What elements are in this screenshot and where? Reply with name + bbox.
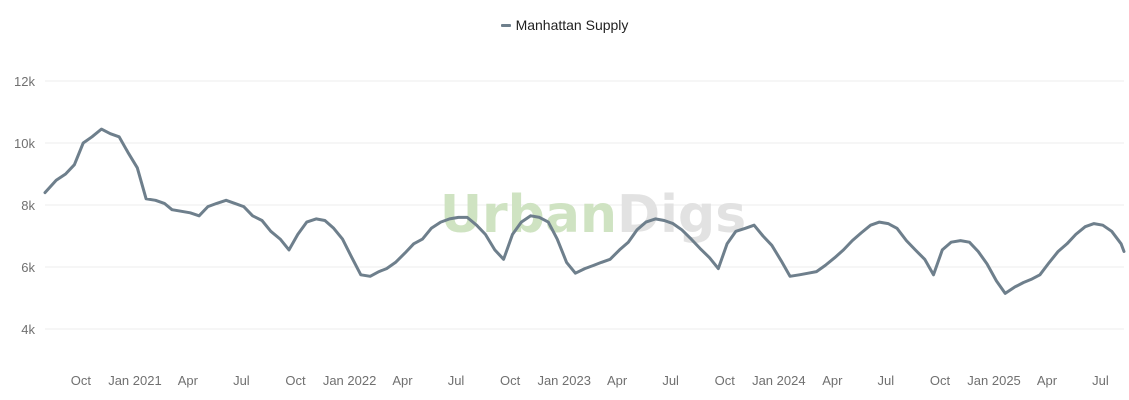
x-tick-label: Apr: [178, 373, 199, 388]
watermark: UrbanDigs: [440, 185, 746, 245]
x-tick-label: Jan 2025: [967, 373, 1021, 388]
watermark-part2: Digs: [617, 185, 746, 245]
x-tick-label: Apr: [822, 373, 843, 388]
grid-lines: [45, 80, 1124, 330]
y-tick-label: 10k: [14, 136, 35, 151]
y-axis-ticks: 4k 6k 8k 10k 12k: [14, 74, 35, 337]
x-tick-label: Jan 2021: [108, 373, 162, 388]
watermark-text: UrbanDigs: [440, 185, 746, 245]
x-tick-label: Jul: [448, 373, 465, 388]
x-axis-ticks: Oct Jan 2021 Apr Jul Oct Jan 2022 Apr Jul Oct Jan…: [71, 373, 1109, 388]
series-line: [43, 127, 1126, 295]
chart-legend: Manhattan Supply: [0, 17, 1129, 33]
x-tick-label: Jul: [878, 373, 895, 388]
x-tick-label: Oct: [285, 373, 306, 388]
x-tick-label: Oct: [500, 373, 521, 388]
y-tick-label: 4k: [21, 322, 35, 337]
x-tick-label: Jul: [1092, 373, 1109, 388]
x-tick-label: Apr: [392, 373, 413, 388]
x-tick-label: Jul: [662, 373, 679, 388]
y-tick-label: 8k: [21, 198, 35, 213]
y-tick-label: 12k: [14, 74, 35, 89]
x-tick-label: Oct: [930, 373, 951, 388]
x-tick-label: Apr: [607, 373, 628, 388]
x-tick-label: Oct: [715, 373, 736, 388]
watermark-part1: Urban: [440, 185, 617, 245]
x-tick-label: Jan 2022: [323, 373, 377, 388]
x-tick-label: Jan 2023: [537, 373, 591, 388]
x-tick-label: Apr: [1037, 373, 1058, 388]
x-tick-label: Jan 2024: [752, 373, 806, 388]
y-tick-label: 6k: [21, 260, 35, 275]
legend-label: Manhattan Supply: [515, 17, 629, 33]
x-tick-label: Oct: [71, 373, 92, 388]
series-group: [43, 127, 1126, 295]
x-tick-label: Jul: [233, 373, 250, 388]
legend-swatch: [500, 23, 511, 27]
